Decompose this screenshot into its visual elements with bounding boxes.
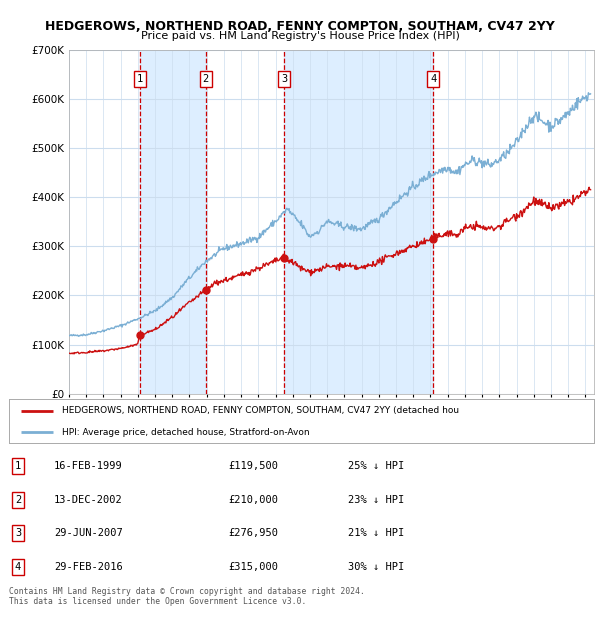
Text: £276,950: £276,950 (228, 528, 278, 538)
Text: £210,000: £210,000 (228, 495, 278, 505)
Text: HEDGEROWS, NORTHEND ROAD, FENNY COMPTON, SOUTHAM, CV47 2YY: HEDGEROWS, NORTHEND ROAD, FENNY COMPTON,… (45, 20, 555, 33)
Text: 13-DEC-2002: 13-DEC-2002 (54, 495, 123, 505)
Text: 3: 3 (281, 74, 287, 84)
Text: HPI: Average price, detached house, Stratford-on-Avon: HPI: Average price, detached house, Stra… (62, 428, 309, 436)
Text: 29-FEB-2016: 29-FEB-2016 (54, 562, 123, 572)
Text: HEDGEROWS, NORTHEND ROAD, FENNY COMPTON, SOUTHAM, CV47 2YY (detached hou: HEDGEROWS, NORTHEND ROAD, FENNY COMPTON,… (62, 406, 459, 415)
Text: 4: 4 (430, 74, 436, 84)
Text: 2: 2 (203, 74, 209, 84)
Text: 21% ↓ HPI: 21% ↓ HPI (348, 528, 404, 538)
Text: 29-JUN-2007: 29-JUN-2007 (54, 528, 123, 538)
Text: 23% ↓ HPI: 23% ↓ HPI (348, 495, 404, 505)
Text: £315,000: £315,000 (228, 562, 278, 572)
Text: Contains HM Land Registry data © Crown copyright and database right 2024.
This d: Contains HM Land Registry data © Crown c… (9, 587, 365, 606)
Text: 4: 4 (15, 562, 21, 572)
Text: 16-FEB-1999: 16-FEB-1999 (54, 461, 123, 471)
Bar (140, 50, 206, 394)
Text: 1: 1 (15, 461, 21, 471)
Text: 3: 3 (15, 528, 21, 538)
Bar (284, 50, 433, 394)
Text: Price paid vs. HM Land Registry's House Price Index (HPI): Price paid vs. HM Land Registry's House … (140, 31, 460, 41)
Text: 1: 1 (137, 74, 143, 84)
Text: 30% ↓ HPI: 30% ↓ HPI (348, 562, 404, 572)
Text: 2: 2 (15, 495, 21, 505)
Text: £119,500: £119,500 (228, 461, 278, 471)
Text: 25% ↓ HPI: 25% ↓ HPI (348, 461, 404, 471)
